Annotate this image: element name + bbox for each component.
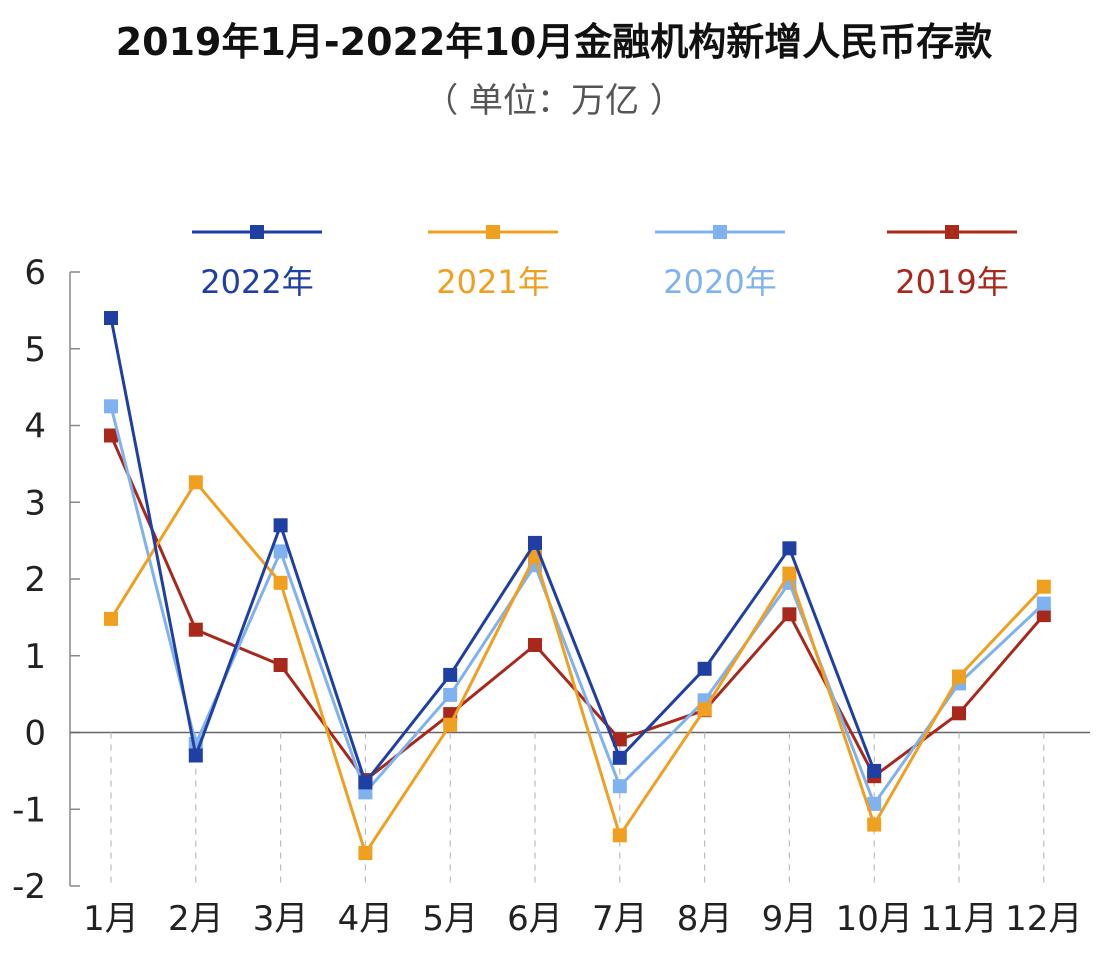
data-point (273, 544, 288, 559)
series-2021年 (104, 475, 1051, 860)
legend-marker (486, 225, 500, 239)
data-point (782, 607, 797, 622)
legend-marker (250, 225, 264, 239)
data-point (188, 475, 203, 490)
legend-label: 2022年 (200, 263, 313, 301)
data-point (697, 661, 712, 676)
series-line (109, 480, 1045, 855)
chart-title: 2019年1月-2022年10月金融机构新增人民币存款 (116, 20, 993, 64)
data-point (528, 638, 542, 652)
data-point (528, 535, 542, 550)
x-tick-label: 1月 (83, 899, 139, 939)
y-tick-label: 3 (24, 483, 46, 523)
series-line (109, 317, 876, 784)
data-point (782, 541, 797, 556)
y-tick-label: 0 (24, 714, 46, 754)
x-tick-label: 8月 (677, 899, 733, 939)
legend-label: 2019年 (895, 263, 1008, 301)
data-point (697, 702, 712, 717)
x-tick-label: 6月 (507, 899, 563, 939)
y-tick-label: -1 (12, 790, 46, 830)
x-tick-label: 11月 (920, 899, 997, 939)
x-tick-label: 7月 (592, 899, 648, 939)
data-point (443, 667, 458, 682)
y-tick-label: 2 (24, 560, 46, 600)
legend-entry: 2021年 (428, 225, 558, 301)
series-layer (104, 311, 1051, 860)
y-tick-label: 6 (24, 253, 46, 293)
data-point (952, 706, 966, 721)
data-point (782, 566, 797, 581)
x-tick-label: 2月 (168, 899, 224, 939)
series-2019年 (104, 428, 1051, 788)
data-point (273, 575, 288, 590)
data-point (104, 611, 118, 626)
series-line (109, 405, 1045, 806)
data-point (612, 779, 627, 794)
axes: -2 -1 0 1 2 3 4 5 6 1月 2月 3月 4月 5月 6月 7月 8月 9月 10月 11月 12月 (12, 253, 1090, 939)
data-point (443, 717, 458, 732)
data-point (612, 828, 627, 843)
x-tick-label: 12月 (1005, 899, 1082, 939)
data-point (188, 748, 203, 763)
x-tick-label: 10月 (836, 899, 913, 939)
data-point (443, 687, 458, 702)
series-2022年 (104, 311, 882, 790)
data-point (867, 763, 882, 778)
data-point (1036, 608, 1051, 623)
data-point (358, 775, 373, 790)
data-point (867, 796, 882, 811)
x-tick-label: 4月 (338, 899, 394, 939)
data-point (952, 669, 966, 684)
data-point (104, 399, 118, 414)
data-point (273, 658, 288, 672)
data-point (612, 732, 627, 747)
data-point (1036, 596, 1051, 611)
y-tick-label: 1 (24, 637, 46, 677)
legend-entry: 2019年 (887, 225, 1017, 301)
legend-label: 2021年 (436, 263, 549, 301)
data-point (104, 311, 118, 325)
x-tick-label: 5月 (422, 899, 478, 939)
y-tick-label: 4 (24, 407, 46, 447)
legend-marker (713, 225, 727, 239)
chart-subtitle: （ 单位：万亿 ） (424, 81, 684, 121)
data-point (1036, 579, 1051, 594)
data-point (867, 817, 882, 832)
y-tick-label: 5 (24, 330, 46, 370)
legend: 2022年 2021年 2020年 2019年 (192, 225, 1017, 301)
y-tick-label: -2 (12, 867, 46, 907)
legend-marker (945, 225, 959, 239)
x-tick-label: 3月 (253, 899, 309, 939)
legend-label: 2020年 (663, 263, 776, 301)
data-point (188, 622, 203, 637)
data-point (612, 750, 627, 765)
data-point (104, 428, 118, 443)
x-tick-label: 9月 (762, 899, 818, 939)
legend-entry: 2022年 (192, 225, 322, 301)
legend-entry: 2020年 (655, 225, 785, 301)
data-point (273, 518, 288, 533)
data-point (358, 846, 373, 860)
